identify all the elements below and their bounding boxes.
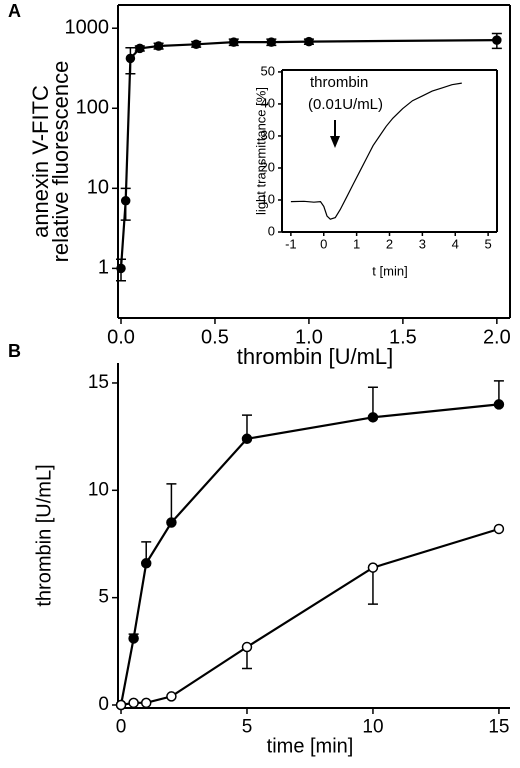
annotation: (0.01U/mL) (308, 96, 383, 113)
data-line (120, 527, 500, 707)
x-tick-label: 3 (419, 237, 426, 252)
x-tick-label: 0 (320, 237, 327, 252)
error-bar (166, 483, 177, 523)
data-point (241, 641, 253, 653)
y-tick-label: 100 (76, 97, 109, 119)
x-tick-label: 1 (353, 237, 360, 252)
x-axis-label: time [min] (267, 735, 354, 757)
data-line (290, 82, 462, 220)
arrow-head (330, 136, 340, 148)
data-point (128, 697, 139, 709)
data-point (166, 691, 177, 702)
data-point (128, 633, 139, 644)
y-tick-label: 10 (88, 479, 109, 500)
data-point (116, 263, 126, 274)
y-tick-label: 1 (98, 257, 109, 279)
y-tick-label: 10 (87, 177, 109, 199)
x-tick-label: 1.0 (295, 326, 323, 348)
y-tick-label: 40 (261, 95, 275, 110)
x-tick-label: 15 (488, 716, 509, 737)
data-point (115, 699, 127, 711)
panel-label: A (8, 1, 21, 21)
x-tick-label: 4 (452, 237, 459, 252)
y-tick-label: 50 (261, 63, 275, 78)
data-point (492, 35, 502, 45)
data-point (120, 195, 131, 206)
data-line (119, 39, 497, 269)
x-tick-label: 2.0 (483, 326, 511, 348)
y-axis-label: thrombin [U/mL] (33, 464, 55, 606)
x-tick-label: -1 (285, 237, 297, 252)
data-point (493, 399, 505, 410)
y-axis-label: light transmittance [%] (253, 87, 268, 215)
data-point (304, 36, 314, 47)
x-tick-label: 1.5 (389, 326, 417, 348)
data-point (367, 412, 379, 423)
y-tick-label: 15 (88, 372, 109, 393)
x-tick-label: 5 (485, 237, 492, 252)
data-point (229, 37, 239, 47)
x-tick-label: 0.5 (201, 326, 229, 348)
data-point (153, 41, 164, 51)
data-point (140, 558, 152, 569)
y-axis-label: relative fluorescence (48, 61, 73, 263)
data-point (135, 43, 145, 54)
data-point (266, 37, 277, 47)
data-point (125, 53, 136, 64)
x-tick-label: 5 (242, 716, 253, 737)
data-point (191, 39, 201, 50)
y-tick-label: 0 (98, 694, 109, 715)
y-tick-label: 0 (268, 223, 275, 238)
x-axis-label: t [min] (372, 263, 407, 278)
annotation: thrombin (310, 74, 368, 91)
y-tick-label: 5 (98, 587, 109, 608)
data-line (119, 403, 500, 706)
x-tick-label: 0 (116, 716, 127, 737)
y-tick-label: 30 (261, 127, 275, 142)
data-point (367, 562, 379, 573)
x-tick-label: 2 (386, 237, 393, 252)
error-bar (367, 567, 378, 605)
panel-label: B (8, 341, 21, 361)
x-axis-label: thrombin [U/mL] (237, 344, 394, 369)
data-point (166, 517, 177, 528)
x-tick-label: 0.0 (107, 326, 135, 348)
data-point (493, 523, 505, 535)
data-point (241, 433, 253, 445)
y-axis-label: annexin V-FITC (28, 85, 53, 238)
y-tick-label: 10 (261, 191, 275, 206)
data-point (140, 697, 152, 709)
y-tick-label: 20 (261, 159, 275, 174)
y-tick-label: 1000 (65, 16, 110, 38)
x-tick-label: 10 (362, 716, 383, 737)
